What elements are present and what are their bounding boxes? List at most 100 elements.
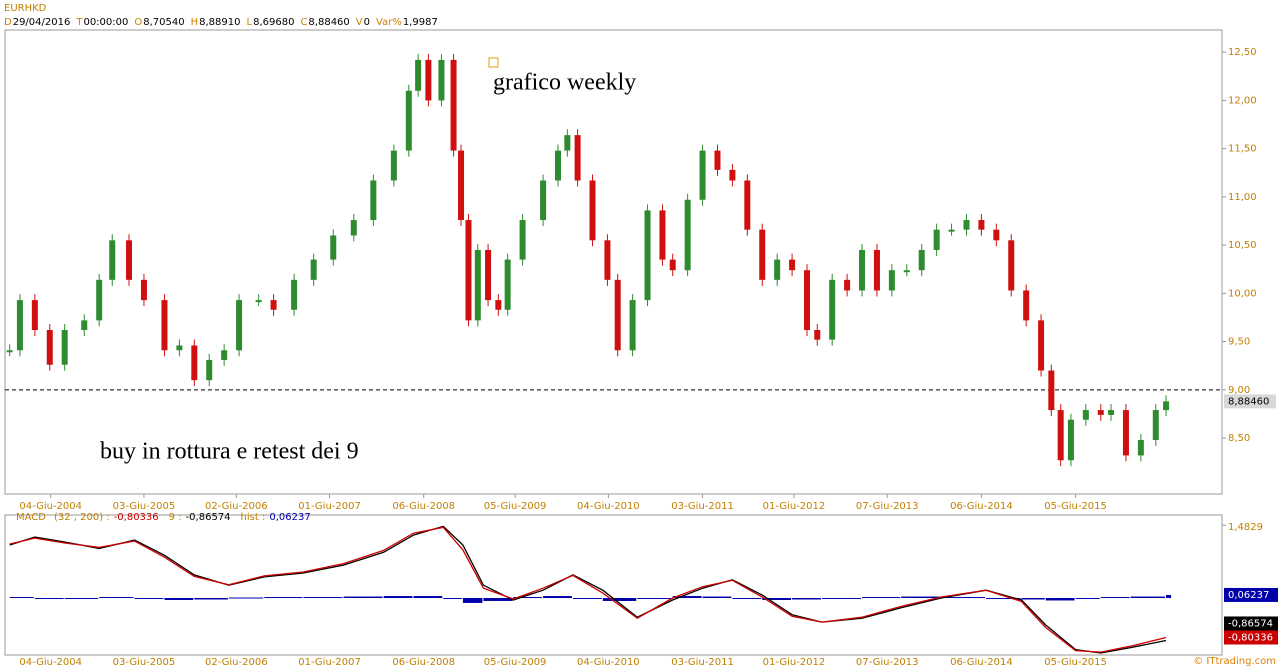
histogram-bar: [1021, 598, 1045, 600]
annotation: grafico weekly: [493, 70, 636, 96]
x-tick-label: 06-Giu-2008: [392, 501, 455, 512]
macd-line: [9, 525, 1167, 654]
x-tick-label: 05-Giu-2009: [484, 657, 547, 668]
x-tick-label: 07-Giu-2013: [856, 501, 919, 512]
x-tick-label: 01-Giu-2012: [763, 657, 826, 668]
x-tick-label: 05-Giu-2015: [1044, 501, 1107, 512]
histogram-bar: [413, 596, 443, 599]
histogram-bar: [1130, 596, 1166, 599]
histogram-bar: [941, 597, 986, 599]
value-box-label: 0,06237: [1228, 590, 1269, 601]
histogram-bar: [732, 598, 762, 600]
last-price-box: [1224, 394, 1276, 409]
x-tick-label: 02-Giu-2006: [205, 657, 268, 668]
histogram-bar: [1166, 594, 1172, 599]
histogram-bar: [986, 598, 1021, 600]
field-value: 1,9987: [403, 17, 438, 28]
x-tick-label: 01-Giu-2007: [298, 501, 361, 512]
value-box: [1224, 630, 1278, 645]
legend-value: 0,06237: [269, 512, 310, 523]
histogram-bar: [702, 596, 732, 599]
x-tick-label: 01-Giu-2012: [763, 501, 826, 512]
x-tick-label: 04-Giu-2010: [577, 657, 640, 668]
header-fields: D29/04/2016 T00:00:00 O8,70540 H8,88910 L8,6…: [4, 17, 438, 28]
x-tick-label: 03-Giu-2011: [671, 501, 734, 512]
x-tick-label: 04-Giu-2004: [19, 657, 82, 668]
field-value: 8,88910: [199, 17, 240, 28]
y-tick-label: 11,50: [1228, 144, 1257, 155]
legend-name: MACD: [16, 512, 46, 523]
y-tick-label: 8,50: [1228, 433, 1250, 444]
histogram-bar: [672, 596, 702, 599]
value-box: [1224, 587, 1278, 602]
y-tick-label: 10,50: [1228, 240, 1257, 251]
histogram-bar: [343, 596, 383, 599]
x-tick-label: 03-Giu-2005: [113, 657, 176, 668]
value-box-label: -0,86574: [1228, 618, 1273, 629]
field-key: L: [247, 17, 253, 28]
x-tick-label: 04-Giu-2004: [19, 501, 82, 512]
histogram-bar: [134, 598, 164, 600]
x-tick-label: 02-Giu-2006: [205, 501, 268, 512]
macd-legend: MACD (32 , 200) : -0,80336 9 : -0,86574 hist …: [16, 512, 311, 523]
histogram-bar: [228, 597, 264, 599]
price-frame: [4, 29, 1223, 495]
x-tick-label: 03-Giu-2011: [671, 657, 734, 668]
field-value: 29/04/2016: [13, 17, 71, 28]
y-tick-label: 10,00: [1228, 288, 1257, 299]
field-key: O: [134, 17, 142, 28]
macd-line: [9, 526, 1167, 653]
last-price-label: 8,88460: [1228, 396, 1269, 407]
histogram-bar: [383, 596, 413, 599]
field-key: T: [75, 17, 83, 28]
histogram-bar: [34, 598, 64, 600]
histogram-bar: [9, 597, 34, 599]
histogram-bar: [1045, 598, 1075, 601]
y-tick-label: 9,50: [1228, 337, 1250, 348]
legend-hist: hist :: [241, 512, 266, 523]
y-tick-label: 9,00: [1228, 385, 1250, 396]
histogram-bar: [443, 598, 462, 600]
histogram-bar: [821, 598, 862, 600]
field-value: 8,69680: [253, 17, 294, 28]
histogram-bar: [64, 598, 99, 600]
field-value: 00:00:00: [83, 17, 128, 28]
field-key: H: [191, 17, 199, 28]
symbol: EURHKD: [4, 3, 47, 14]
histogram-bar: [1075, 598, 1100, 600]
x-tick-label: 07-Giu-2013: [856, 657, 919, 668]
field-key: C: [300, 17, 307, 28]
histogram-bar: [194, 598, 228, 600]
histogram-bar: [1100, 597, 1130, 599]
histogram-bar: [264, 597, 303, 599]
histogram-bar: [99, 597, 134, 599]
y-tick-label: 1,4829: [1228, 522, 1263, 533]
histogram-bar: [762, 598, 792, 600]
x-tick-label: 05-Giu-2015: [1044, 657, 1107, 668]
value-box-label: -0,80336: [1228, 632, 1273, 643]
x-tick-label: 05-Giu-2009: [484, 501, 547, 512]
histogram-bar: [792, 598, 821, 600]
histogram-bar: [164, 598, 194, 600]
annotation-marker: [488, 57, 499, 68]
histogram-bar: [637, 598, 672, 600]
x-tick-label: 06-Giu-2008: [392, 657, 455, 668]
value-box: [1224, 616, 1278, 631]
x-tick-label: 03-Giu-2005: [113, 501, 176, 512]
histogram-bar: [862, 597, 901, 599]
legend-value: -0,80336: [114, 512, 159, 523]
histogram-bar: [901, 596, 941, 599]
histogram-bar: [513, 597, 543, 599]
histogram-bar: [483, 598, 513, 601]
y-tick-label: 12,50: [1228, 47, 1257, 58]
x-tick-label: 06-Giu-2014: [950, 501, 1013, 512]
histogram-bar: [543, 596, 572, 599]
y-tick-label: 11,00: [1228, 192, 1257, 203]
field-key: D: [4, 17, 12, 28]
y-tick-label: 12,00: [1228, 95, 1257, 106]
macd-frame: [4, 514, 1223, 656]
histogram-bar: [602, 598, 637, 601]
histogram-bar: [303, 597, 343, 599]
footer: © ITtrading.com: [1193, 656, 1276, 667]
x-tick-label: 01-Giu-2007: [298, 657, 361, 668]
